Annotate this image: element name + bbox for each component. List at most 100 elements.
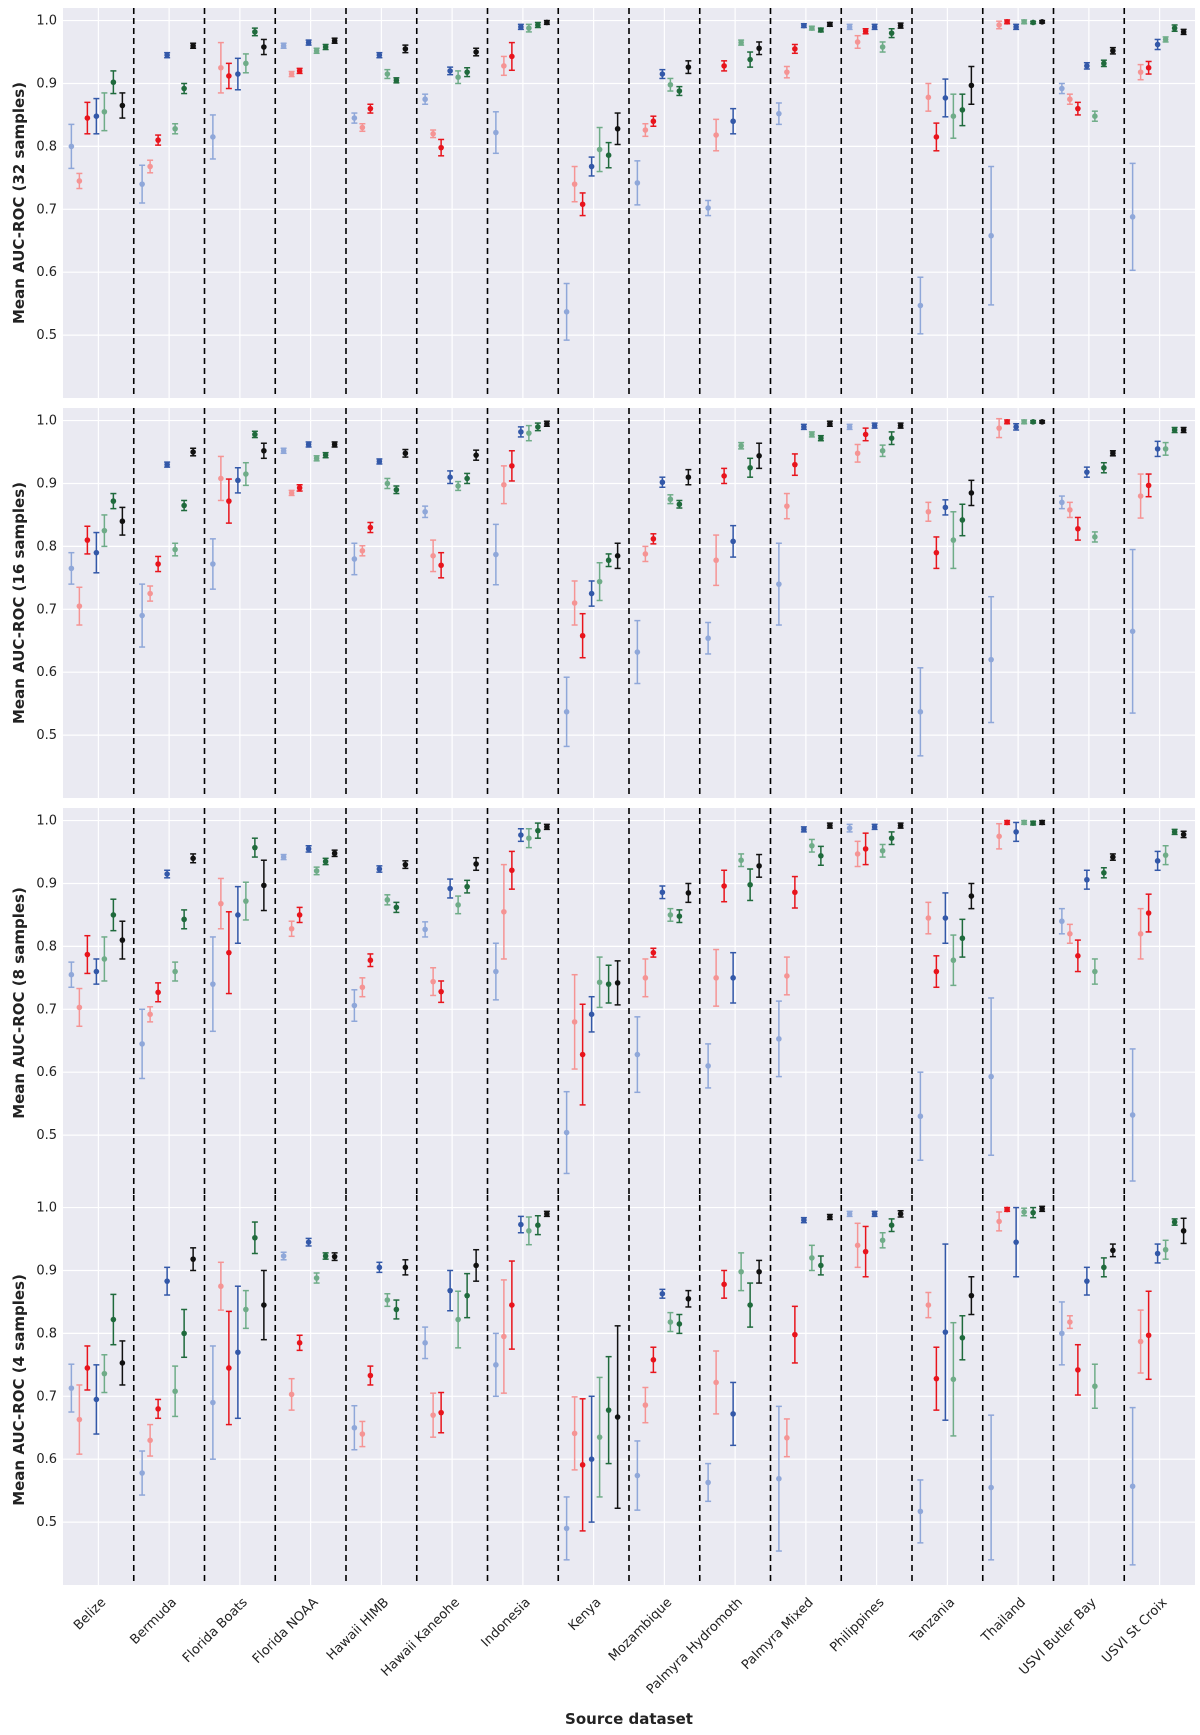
data-point	[384, 1297, 391, 1303]
data-point	[888, 30, 895, 36]
data-point	[252, 431, 258, 438]
data-point	[252, 844, 258, 851]
data-point	[288, 490, 295, 496]
data-point	[535, 827, 541, 834]
data-point	[730, 975, 736, 981]
data-point	[588, 1011, 595, 1018]
data-point	[1180, 29, 1187, 35]
data-point	[659, 479, 666, 486]
data-point	[473, 1262, 479, 1269]
data-point	[713, 1379, 719, 1386]
data-point	[996, 425, 1002, 431]
data-point	[809, 842, 815, 849]
y-tick-label: 0.7	[36, 1389, 57, 1404]
y-tick-label: 0.8	[36, 939, 57, 954]
data-point	[261, 44, 267, 50]
data-point	[101, 527, 108, 534]
data-point	[925, 915, 932, 921]
data-point	[988, 232, 994, 239]
data-point	[614, 1414, 621, 1420]
data-point	[988, 1484, 994, 1491]
data-point	[243, 898, 249, 904]
data-point	[614, 553, 621, 559]
data-point	[384, 71, 391, 77]
data-point	[667, 81, 674, 88]
data-point	[685, 890, 692, 896]
x-tick-label: Kenya	[566, 1595, 605, 1634]
data-point	[705, 1479, 711, 1486]
data-point	[634, 649, 641, 655]
data-point	[164, 871, 170, 877]
data-point	[367, 524, 374, 531]
data-point	[801, 1217, 807, 1223]
data-point	[147, 590, 153, 597]
data-point	[402, 1264, 409, 1271]
data-point	[1030, 419, 1036, 425]
data-point	[210, 134, 216, 140]
data-point	[1075, 525, 1081, 532]
data-point	[430, 978, 436, 985]
data-point	[1039, 19, 1045, 25]
data-point	[296, 1340, 303, 1346]
data-point	[705, 635, 711, 642]
data-point	[243, 60, 249, 67]
data-point	[535, 424, 541, 430]
data-point	[447, 474, 453, 480]
data-point	[917, 709, 924, 715]
data-point	[784, 69, 790, 75]
data-point	[667, 912, 674, 918]
data-point	[713, 557, 719, 564]
data-point	[738, 442, 744, 449]
data-point	[862, 1248, 869, 1255]
data-point	[968, 1292, 975, 1299]
x-tick-label: Philippines	[827, 1595, 887, 1655]
data-point	[1021, 19, 1027, 25]
data-point	[509, 1302, 515, 1308]
data-point	[1021, 419, 1027, 425]
data-point	[164, 1278, 170, 1284]
data-point	[579, 1462, 586, 1468]
data-point	[792, 46, 798, 52]
x-tick-label: USVI Butler Bay	[1017, 1595, 1100, 1678]
data-point	[322, 44, 329, 50]
data-point	[888, 835, 895, 841]
data-point	[402, 861, 409, 868]
data-point	[181, 85, 187, 92]
data-point	[571, 181, 578, 187]
data-point	[579, 201, 586, 208]
data-point	[218, 900, 224, 907]
data-point	[331, 1253, 338, 1260]
data-point	[888, 1222, 895, 1228]
data-point	[376, 52, 383, 58]
data-point	[705, 1063, 711, 1069]
data-point	[190, 855, 196, 862]
data-point	[721, 473, 727, 479]
data-point	[1162, 36, 1169, 43]
data-point	[164, 52, 170, 58]
data-point	[1004, 419, 1010, 425]
data-point	[493, 968, 499, 975]
data-point	[1092, 534, 1098, 540]
data-point	[1145, 482, 1152, 489]
data-point	[854, 851, 861, 857]
data-point	[473, 452, 479, 458]
y-tick-label: 0.6	[36, 1065, 57, 1080]
y-tick-label: 1.0	[36, 14, 57, 29]
data-point	[879, 447, 886, 454]
data-point	[526, 25, 532, 31]
data-point	[1030, 820, 1036, 826]
data-point	[288, 71, 295, 77]
data-point	[933, 1375, 940, 1382]
data-point	[650, 118, 657, 125]
data-point	[110, 79, 117, 86]
data-point	[756, 863, 762, 869]
data-point	[917, 1508, 924, 1515]
data-point	[84, 537, 91, 543]
data-point	[1110, 450, 1116, 457]
data-point	[147, 1011, 153, 1018]
data-point	[968, 490, 975, 496]
data-point	[818, 27, 824, 33]
data-point	[430, 1412, 436, 1418]
data-point	[447, 1287, 453, 1294]
data-point	[968, 893, 975, 899]
